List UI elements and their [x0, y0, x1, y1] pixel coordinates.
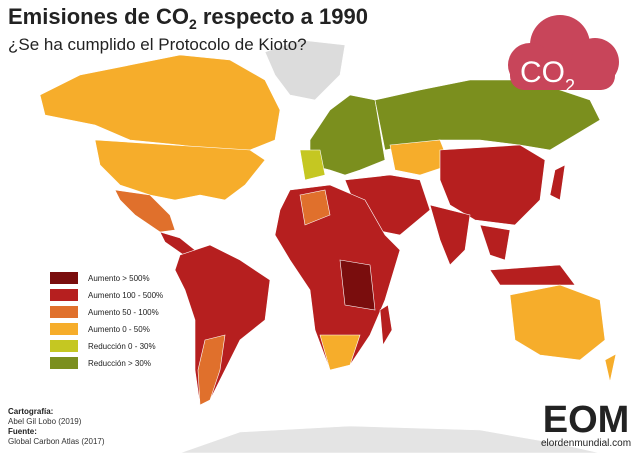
legend-label: Aumento 0 - 50%: [88, 325, 150, 334]
legend-swatch: [50, 306, 78, 318]
logo-site: elordenmundial.com: [541, 438, 631, 449]
indonesia: [489, 264, 576, 286]
southeast-asia: [479, 224, 511, 261]
india: [429, 204, 471, 266]
central-africa: [339, 259, 376, 311]
legend-label: Reducción > 30%: [88, 359, 151, 368]
legend: Aumento > 500% Aumento 100 - 500% Aumento …: [50, 272, 163, 369]
legend-label: Reducción 0 - 30%: [88, 342, 156, 351]
antarctica: [179, 425, 601, 454]
credit-label: Fuente:: [8, 427, 37, 436]
legend-swatch: [50, 323, 78, 335]
subtitle: ¿Se ha cumplido el Protocolo de Kioto?: [8, 35, 307, 54]
icon-text: CO2: [520, 56, 575, 96]
icon-subscript: 2: [565, 76, 575, 96]
credit-text: Global Carbon Atlas (2017): [8, 437, 105, 446]
world-map: [39, 39, 617, 454]
legend-swatch: [50, 289, 78, 301]
co2-icon: CO2: [508, 15, 619, 96]
title-text: respecto a 1990: [197, 4, 368, 29]
southern-africa: [319, 334, 361, 371]
south-america: [174, 244, 271, 406]
legend-swatch: [50, 272, 78, 284]
greenland: [264, 39, 346, 101]
credit-label: Cartografía:: [8, 407, 53, 416]
canada-alaska: [39, 54, 281, 151]
icon-co: CO: [520, 56, 565, 89]
argentina: [197, 334, 226, 406]
japan: [549, 164, 566, 201]
china: [439, 144, 546, 226]
legend-swatch: [50, 340, 78, 352]
new-zealand: [604, 353, 617, 383]
legend-swatch: [50, 357, 78, 369]
australia: [509, 284, 606, 361]
mexico: [114, 189, 176, 233]
title: Emisiones de CO2 respecto a 1990: [8, 4, 368, 32]
logo: EOM: [543, 399, 630, 441]
legend-label: Aumento 100 - 500%: [88, 291, 163, 300]
usa: [94, 139, 266, 201]
cloud: [510, 60, 615, 90]
central-asia: [389, 139, 451, 176]
legend-label: Aumento 50 - 100%: [88, 308, 159, 317]
title-subscript: 2: [189, 16, 197, 32]
credit-text: Abel Gil Lobo (2019): [8, 417, 82, 426]
madagascar: [379, 304, 393, 346]
title-text: Emisiones de CO: [8, 4, 189, 29]
north-africa: [299, 189, 331, 226]
legend-label: Aumento > 500%: [88, 274, 150, 283]
western-europe: [299, 149, 326, 181]
